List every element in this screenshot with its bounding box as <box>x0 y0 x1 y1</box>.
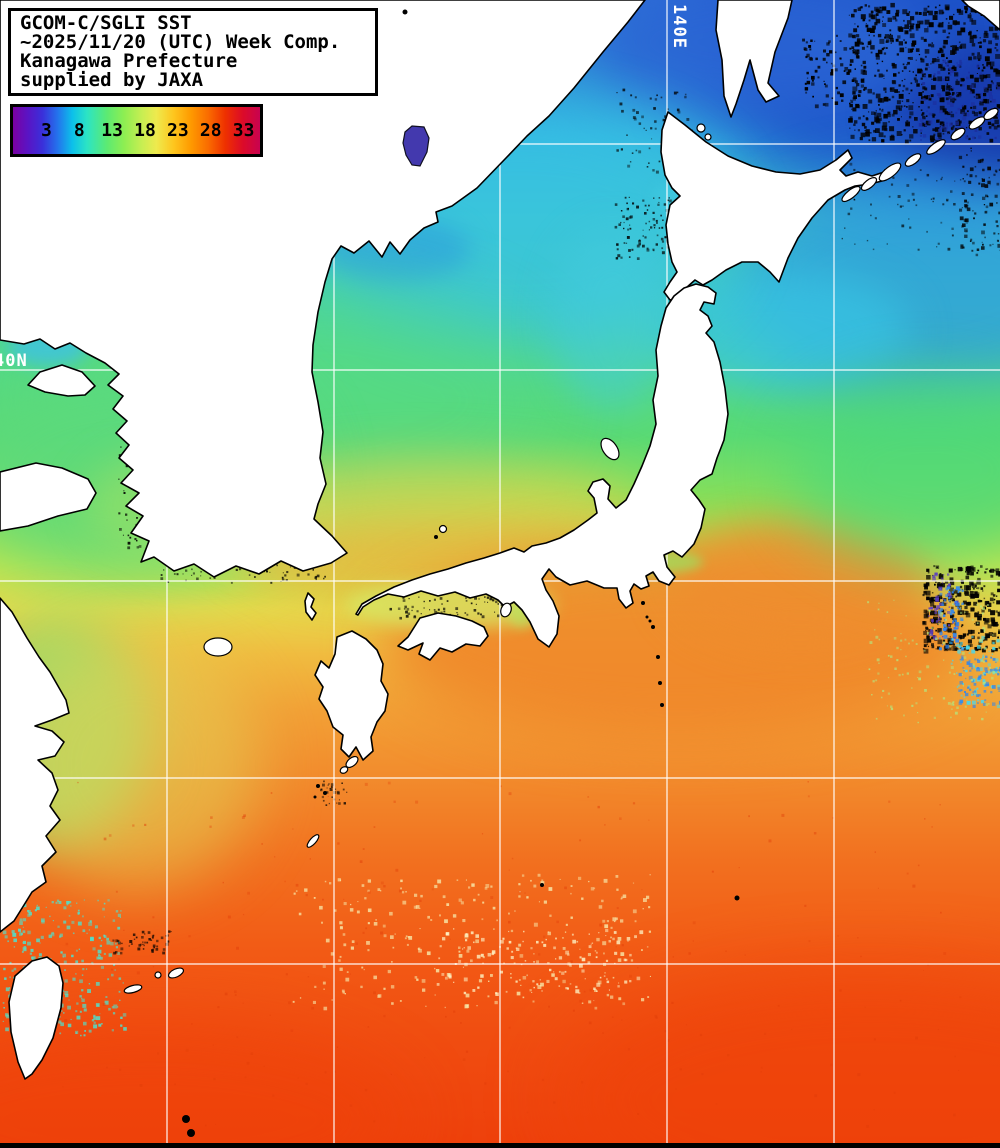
land-honshu <box>355 283 729 648</box>
land-kyushu <box>314 630 389 761</box>
land-china-coast <box>0 597 70 933</box>
colorbar-ticks: 3 8 13 18 23 28 33 <box>13 107 260 154</box>
colorbar-tick: 28 <box>199 120 222 141</box>
title-line-credit: supplied by JAXA <box>20 69 204 91</box>
longitude-label-140e: 140E <box>669 4 689 49</box>
land-liaodong-peninsula <box>27 364 96 397</box>
land-shikoku <box>397 612 489 661</box>
land-tsushima <box>304 592 317 621</box>
lake-khanka <box>402 125 430 167</box>
title-line-product: GCOM-C/SGLI SST <box>20 12 192 34</box>
title-box: GCOM-C/SGLI SST ~2025/11/20 (UTC) Week C… <box>8 8 378 96</box>
colorbar-tick: 18 <box>134 120 156 141</box>
title-line-region: Kanagawa Prefecture <box>20 50 238 72</box>
latitude-label-40n: 40N <box>0 351 28 371</box>
colorbar-tick: 3 <box>41 120 52 141</box>
land-taiwan <box>8 956 64 1080</box>
small-islands <box>123 9 999 1137</box>
map-bottom-border <box>0 1143 1000 1148</box>
title-line-date: ~2025/11/20 (UTC) Week Comp. <box>20 31 341 53</box>
land-sakhalin <box>715 0 793 118</box>
temperature-colorbar: 3 8 13 18 23 28 33 <box>10 104 263 157</box>
land-kuril-corner <box>961 0 1000 31</box>
colorbar-tick: 8 <box>73 120 85 141</box>
colorbar-tick: 13 <box>101 120 123 141</box>
land-hokkaido <box>660 111 887 301</box>
land-shandong-peninsula <box>0 462 97 532</box>
colorbar-tick: 33 <box>232 120 255 141</box>
colorbar-tick: 23 <box>167 120 189 141</box>
